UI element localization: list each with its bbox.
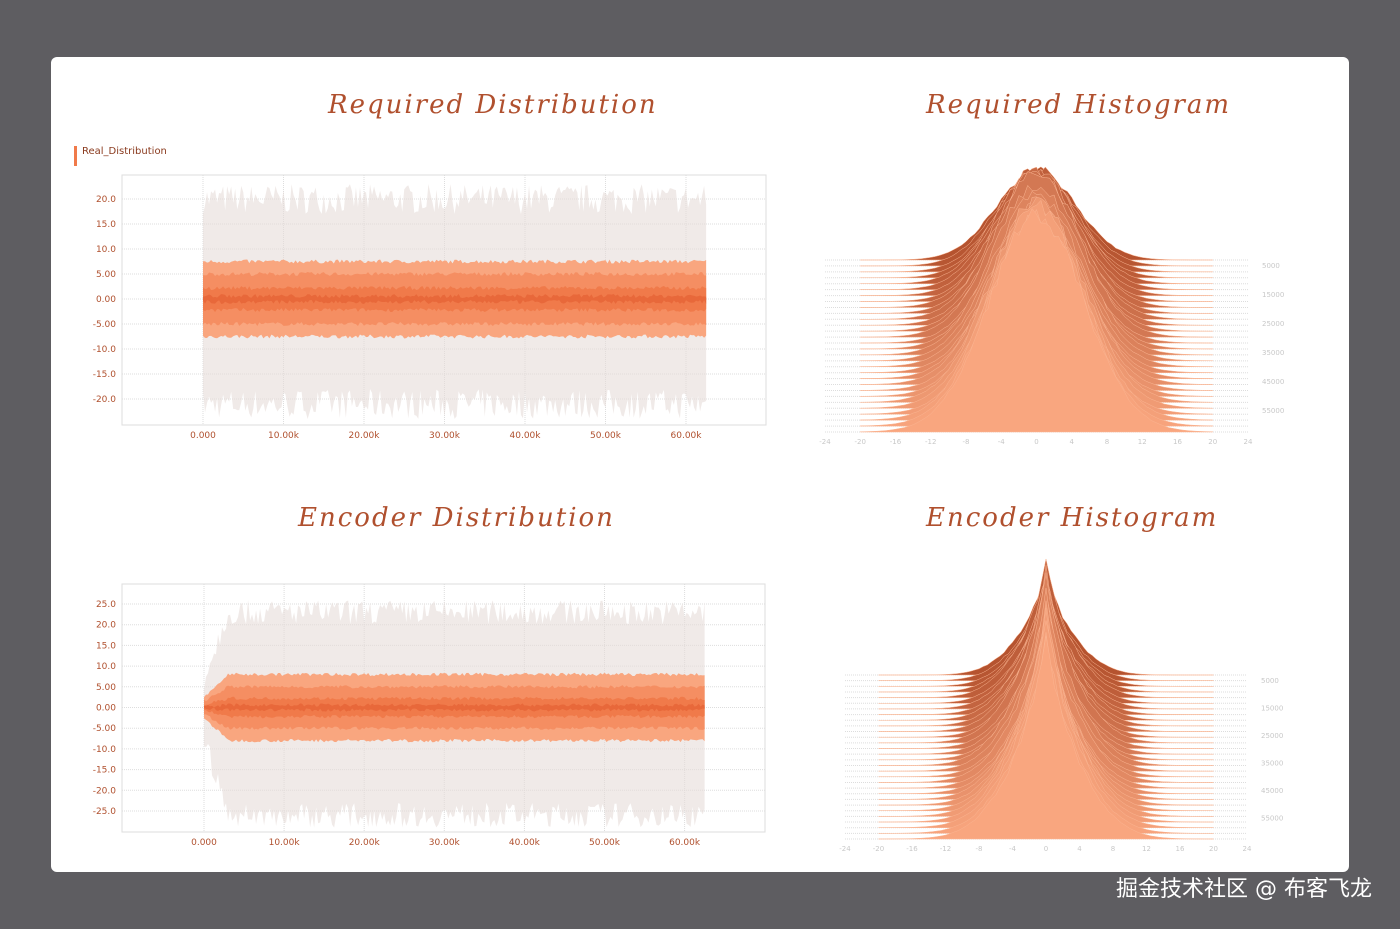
x-tick-label: 40.00k: [509, 838, 541, 848]
y-tick-label: 25000: [1261, 732, 1283, 740]
y-tick-label: 15000: [1262, 291, 1284, 299]
y-tick-label: 35000: [1262, 349, 1284, 357]
x-tick-label: -20: [873, 845, 884, 853]
x-tick-label: 0.000: [190, 431, 216, 441]
x-tick-label: 4: [1077, 845, 1082, 853]
x-tick-label: 10.00k: [268, 431, 300, 441]
y-tick-label: -20.0: [93, 395, 117, 405]
y-tick-label: -15.0: [93, 370, 117, 380]
y-tick-label: 45000: [1261, 787, 1283, 795]
y-tick-label: 20.0: [96, 621, 116, 631]
x-tick-label: 8: [1105, 438, 1109, 446]
y-tick-label: 0.00: [96, 704, 116, 714]
x-tick-label: 4: [1070, 438, 1075, 446]
x-tick-label: 30.00k: [429, 431, 461, 441]
x-tick-label: -16: [890, 438, 902, 446]
y-tick-label: 55000: [1262, 407, 1284, 415]
x-tick-label: 0: [1044, 845, 1048, 853]
x-tick-label: -12: [940, 845, 951, 853]
x-tick-label: -8: [976, 845, 983, 853]
distribution-chart-0: 0.000 10.00k 20.00k 30.00k 40.00k 50.00k 60.00…: [93, 174, 767, 441]
required-distribution-title: Required Distribution: [328, 90, 658, 120]
x-tick-label: 20.00k: [349, 838, 381, 848]
band-median: [204, 703, 705, 712]
x-tick-label: 8: [1111, 845, 1115, 853]
histogram-chart-2: -24 -20 -16 -12 -8 -4 0 4 8 12 16 20 24 5000 15000 2500…: [819, 166, 1284, 446]
y-tick-label: 10.0: [96, 662, 116, 672]
x-tick-label: 24: [1244, 438, 1253, 446]
encoder-distribution-title: Encoder Distribution: [298, 503, 615, 533]
y-tick-label: 55000: [1261, 815, 1283, 823]
distribution-chart-1: 0.000 10.00k 20.00k 30.00k 40.00k 50.00k 60.00…: [93, 583, 766, 848]
y-tick-label: 15000: [1261, 705, 1283, 713]
x-tick-label: 60.00k: [669, 838, 701, 848]
x-tick-label: 10.00k: [269, 838, 301, 848]
y-tick-label: 5000: [1261, 677, 1279, 685]
x-tick-label: 0.000: [191, 838, 217, 848]
x-tick-label: -20: [855, 438, 866, 446]
y-tick-label: 5.00: [96, 683, 116, 693]
x-tick-label: -24: [839, 845, 851, 853]
x-tick-label: 30.00k: [429, 838, 461, 848]
x-tick-label: -4: [1009, 845, 1017, 853]
x-tick-label: -4: [998, 438, 1006, 446]
watermark: 掘金技术社区 @ 布客飞龙: [1116, 877, 1372, 902]
y-tick-label: -25.0: [93, 807, 117, 817]
x-tick-label: 20: [1209, 845, 1218, 853]
y-tick-label: 35000: [1261, 760, 1283, 768]
y-tick-label: 25000: [1262, 320, 1284, 328]
y-tick-label: -10.0: [93, 345, 117, 355]
y-tick-label: 5000: [1262, 262, 1280, 270]
x-tick-label: 40.00k: [510, 431, 542, 441]
y-tick-label: 5.00: [96, 270, 116, 280]
y-tick-label: 15.0: [96, 220, 116, 230]
x-tick-label: 24: [1243, 845, 1252, 853]
y-tick-label: -10.0: [93, 745, 117, 755]
x-tick-label: -24: [819, 438, 831, 446]
y-tick-label: -20.0: [93, 786, 117, 796]
y-tick-label: 25.0: [96, 600, 116, 610]
y-tick-label: -5.00: [93, 320, 117, 330]
x-tick-label: 50.00k: [589, 838, 621, 848]
legend-real-distribution[interactable]: Real_Distribution: [74, 146, 167, 166]
x-tick-label: -12: [925, 438, 936, 446]
x-tick-label: 60.00k: [671, 431, 703, 441]
x-tick-label: 0: [1034, 438, 1038, 446]
x-tick-label: -16: [906, 845, 918, 853]
y-tick-label: -15.0: [93, 766, 117, 776]
x-tick-label: 20: [1208, 438, 1217, 446]
y-tick-label: 15.0: [96, 641, 116, 651]
ridge-histogram: [860, 208, 1213, 433]
y-tick-label: -5.00: [93, 724, 117, 734]
x-tick-label: 16: [1176, 845, 1185, 853]
x-tick-label: 50.00k: [590, 431, 622, 441]
histogram-chart-3: -24 -20 -16 -12 -8 -4 0 4 8 12 16 20 24 5000 15000 2500…: [839, 558, 1283, 853]
y-tick-label: 0.00: [96, 295, 116, 305]
required-histogram-title: Required Histogram: [926, 90, 1232, 120]
band-median: [203, 294, 707, 304]
x-tick-label: 12: [1142, 845, 1151, 853]
x-tick-label: -8: [963, 438, 970, 446]
ridge-histogram: [878, 635, 1214, 840]
x-tick-label: 16: [1173, 438, 1182, 446]
y-tick-label: 45000: [1262, 378, 1284, 386]
x-tick-label: 12: [1138, 438, 1147, 446]
x-tick-label: 20.00k: [349, 431, 381, 441]
encoder-histogram-title: Encoder Histogram: [926, 503, 1219, 533]
y-tick-label: 10.0: [96, 245, 116, 255]
y-tick-label: 20.0: [96, 195, 116, 205]
